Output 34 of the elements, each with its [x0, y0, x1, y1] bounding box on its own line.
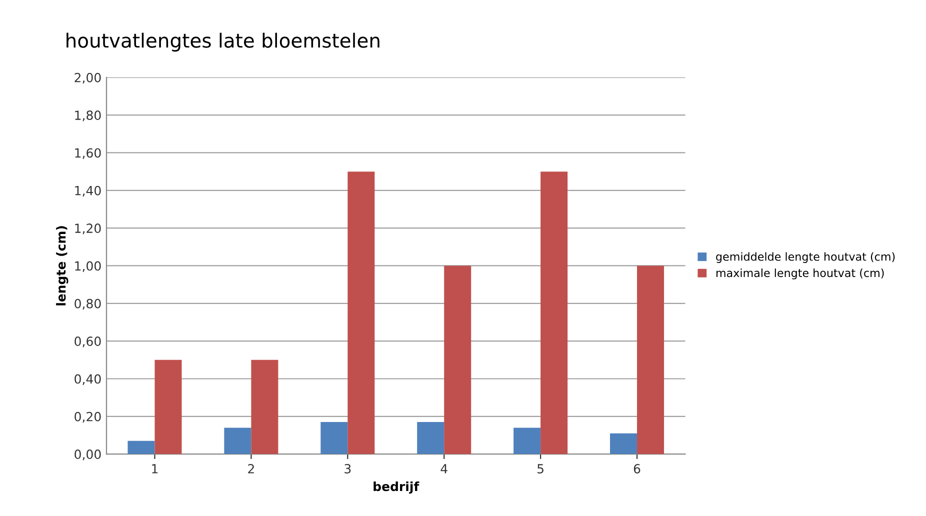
bar	[540, 172, 568, 454]
y-tick-label: 0,00	[74, 450, 101, 460]
bar	[251, 360, 278, 454]
bar	[637, 266, 664, 454]
bar	[128, 440, 155, 454]
y-tick-label: 1,00	[75, 261, 101, 272]
y-axis-title: lengte (cm)	[56, 226, 68, 306]
y-tick-label: 0,20	[74, 412, 101, 423]
bar	[320, 422, 348, 454]
y-tick-label: 1,80	[75, 110, 101, 122]
bar	[610, 433, 638, 454]
y-tick-label: 2,00	[74, 72, 101, 84]
y-tick-label: 1,20	[75, 224, 101, 234]
legend-label: maximale lengte houtvat (cm)	[716, 268, 884, 280]
bar	[514, 428, 541, 454]
chart-title: houtvatlengtes late bloemstelen	[66, 32, 380, 52]
y-tick-label: 0,80	[74, 298, 101, 310]
y-tick-label: 1,60	[75, 148, 101, 159]
y-tick-label: 0,40	[74, 374, 101, 385]
y-tick-label: 1,40	[75, 186, 101, 197]
bar	[154, 360, 182, 454]
x-tick-label: 4	[440, 464, 448, 474]
x-tick-label: 3	[344, 464, 351, 474]
bar	[417, 422, 444, 454]
x-tick-label: 6	[634, 464, 640, 474]
x-tick-label: 1	[152, 464, 158, 474]
x-tick-label: 2	[248, 464, 254, 474]
legend-label: gemiddelde lengte houtvat (cm)	[716, 252, 895, 263]
bar	[348, 172, 375, 454]
x-axis-title: bedrijf	[374, 481, 420, 494]
x-tick-label: 5	[538, 464, 544, 474]
y-tick-label: 0,60	[74, 336, 101, 348]
bar	[444, 266, 472, 454]
bar	[224, 428, 252, 454]
